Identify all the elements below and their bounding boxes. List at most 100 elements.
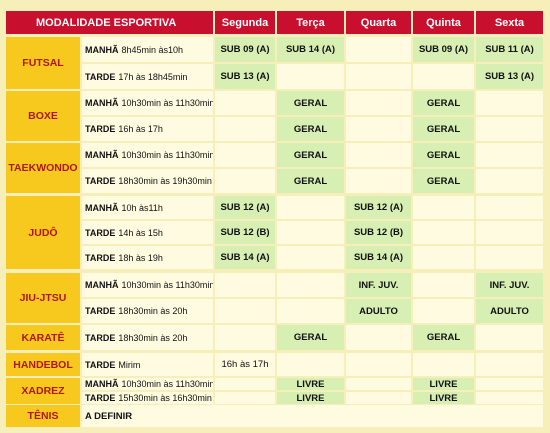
period-time: 10h30min às 11h30min bbox=[121, 98, 214, 108]
empty-slot bbox=[215, 378, 275, 390]
empty-slot bbox=[346, 169, 411, 193]
sport-name: FUTSAL bbox=[6, 37, 80, 89]
sport-name: JIU-JTSU bbox=[6, 273, 80, 323]
schedule-slot: GERAL bbox=[413, 143, 474, 167]
empty-slot bbox=[215, 392, 275, 404]
schedule-slot: ADULTO bbox=[346, 299, 411, 323]
period-name: MANHÃ bbox=[85, 379, 119, 389]
period-label: TARDE 18h30min às 20h bbox=[82, 299, 213, 323]
empty-slot bbox=[346, 37, 411, 62]
schedule-slot: ADULTO bbox=[476, 299, 543, 323]
schedule-slot: LIVRE bbox=[413, 378, 474, 390]
schedule-slot: SUB 14 (A) bbox=[277, 37, 344, 62]
empty-slot bbox=[346, 353, 411, 376]
period-label: TARDE 16h às 17h bbox=[82, 117, 213, 141]
sport-name: KARATÊ bbox=[6, 325, 80, 350]
schedule-slot: GERAL bbox=[277, 143, 344, 167]
empty-slot bbox=[215, 299, 275, 323]
schedule-slot: SUB 09 (A) bbox=[215, 37, 275, 62]
empty-slot bbox=[215, 325, 275, 350]
period-name: MANHÃ bbox=[85, 202, 119, 213]
schedule-slot: SUB 13 (A) bbox=[476, 64, 543, 89]
schedule-slot: 16h às 17h bbox=[215, 353, 275, 376]
period-label: TARDE 18h30min às 20h bbox=[82, 325, 213, 350]
period-time: Mirim bbox=[118, 359, 141, 370]
period-name: TARDE bbox=[85, 332, 116, 343]
schedule-slot: LIVRE bbox=[277, 378, 344, 390]
empty-slot bbox=[346, 392, 411, 404]
period-time: 18h30min às 20h bbox=[118, 332, 188, 343]
empty-slot bbox=[346, 91, 411, 115]
empty-slot bbox=[413, 353, 474, 376]
schedule-slot: SUB 14 (A) bbox=[215, 246, 275, 269]
period-time: 16h às 17h bbox=[118, 124, 163, 134]
period-time: 18h às 19h bbox=[118, 252, 163, 263]
period-time: 10h às11h bbox=[121, 202, 163, 213]
schedule-slot: GERAL bbox=[277, 169, 344, 193]
empty-slot bbox=[476, 246, 543, 269]
period-label: MANHÃ 8h45min às10h bbox=[82, 37, 213, 62]
period-name: TARDE bbox=[85, 393, 116, 403]
schedule-slot: SUB 12 (B) bbox=[346, 221, 411, 244]
schedule-slot: GERAL bbox=[413, 325, 474, 350]
sport-name: BOXE bbox=[6, 91, 80, 141]
schedule-slot: GERAL bbox=[277, 91, 344, 115]
period-label: TARDE 15h30min às 16h30min bbox=[82, 392, 213, 404]
schedule-slot: GERAL bbox=[413, 117, 474, 141]
schedule-slot: LIVRE bbox=[413, 392, 474, 404]
empty-slot bbox=[277, 221, 344, 244]
header-day: Quarta bbox=[346, 11, 411, 34]
sport-name: TAEKWONDO bbox=[6, 143, 80, 193]
period-name: MANHÃ bbox=[85, 44, 119, 55]
header-day: Segunda bbox=[215, 11, 275, 34]
empty-slot bbox=[277, 246, 344, 269]
empty-slot bbox=[413, 299, 474, 323]
period-time: 10h30min às 11h30min bbox=[121, 280, 214, 290]
period-label: MANHÃ 10h30min às 11h30min bbox=[82, 143, 213, 167]
empty-slot bbox=[215, 143, 275, 167]
schedule-slot: LIVRE bbox=[277, 392, 344, 404]
empty-slot bbox=[413, 64, 474, 89]
empty-slot bbox=[476, 91, 543, 115]
period-time: 18h30min às 20h bbox=[118, 306, 188, 316]
period-name: MANHÃ bbox=[85, 150, 119, 160]
schedule-slot: GERAL bbox=[277, 325, 344, 350]
empty-slot bbox=[476, 143, 543, 167]
schedule-slot: SUB 09 (A) bbox=[413, 37, 474, 62]
schedule-slot: INF. JUV. bbox=[476, 273, 543, 297]
schedule-slot: INF. JUV. bbox=[346, 273, 411, 297]
empty-slot bbox=[215, 117, 275, 141]
to-be-defined: A DEFINIR bbox=[82, 405, 543, 427]
empty-slot bbox=[215, 273, 275, 297]
schedule-slot: SUB 13 (A) bbox=[215, 64, 275, 89]
empty-slot bbox=[476, 353, 543, 376]
period-name: TARDE bbox=[85, 71, 116, 82]
sport-name: HANDEBOL bbox=[6, 353, 80, 376]
header-day: Quinta bbox=[413, 11, 474, 34]
period-name: TARDE bbox=[85, 176, 116, 186]
empty-slot bbox=[476, 196, 543, 219]
empty-slot bbox=[476, 378, 543, 390]
empty-slot bbox=[346, 378, 411, 390]
empty-slot bbox=[413, 246, 474, 269]
schedule-slot: GERAL bbox=[277, 117, 344, 141]
period-time: 8h45min às10h bbox=[121, 44, 184, 55]
schedule-slot: SUB 12 (B) bbox=[215, 221, 275, 244]
empty-slot bbox=[476, 221, 543, 244]
schedule-slot: SUB 12 (A) bbox=[346, 196, 411, 219]
period-name: TARDE bbox=[85, 227, 116, 238]
empty-slot bbox=[277, 299, 344, 323]
schedule-slot: GERAL bbox=[413, 169, 474, 193]
header-day: Terça bbox=[277, 11, 344, 34]
period-time: 10h30min às 11h30min bbox=[121, 379, 214, 389]
schedule-slot: GERAL bbox=[413, 91, 474, 115]
empty-slot bbox=[476, 325, 543, 350]
empty-slot bbox=[346, 117, 411, 141]
period-time: 14h às 15h bbox=[118, 227, 163, 238]
period-label: MANHÃ 10h30min às 11h30min bbox=[82, 273, 213, 297]
empty-slot bbox=[277, 196, 344, 219]
period-time: 18h30min às 19h30min bbox=[118, 176, 212, 186]
empty-slot bbox=[413, 221, 474, 244]
period-time: 17h às 18h45min bbox=[118, 71, 188, 82]
